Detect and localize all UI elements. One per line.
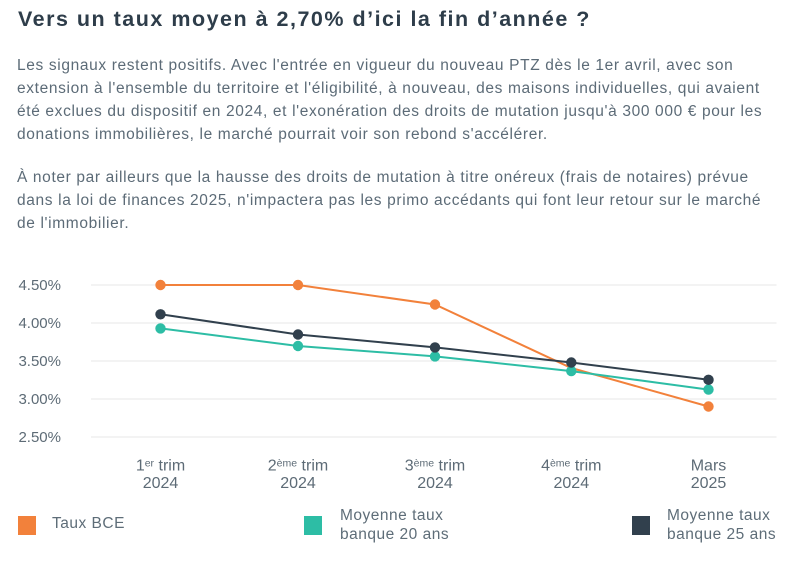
svg-text:2.50%: 2.50%	[18, 429, 61, 446]
svg-text:1er trim: 1er trim	[136, 458, 185, 475]
svg-text:2024: 2024	[554, 475, 590, 492]
svg-text:3ème trim: 3ème trim	[405, 458, 465, 475]
svg-text:4ème trim: 4ème trim	[541, 458, 601, 475]
svg-text:2025: 2025	[691, 475, 727, 492]
svg-text:2024: 2024	[417, 475, 453, 492]
svg-text:2024: 2024	[143, 475, 179, 492]
svg-text:3.50%: 3.50%	[18, 353, 61, 370]
svg-text:2024: 2024	[280, 475, 316, 492]
svg-text:4.50%: 4.50%	[18, 277, 61, 294]
svg-text:3.00%: 3.00%	[18, 391, 61, 408]
svg-text:2ème trim: 2ème trim	[268, 458, 328, 475]
svg-text:4.00%: 4.00%	[18, 315, 61, 332]
svg-text:Mars: Mars	[691, 458, 727, 475]
